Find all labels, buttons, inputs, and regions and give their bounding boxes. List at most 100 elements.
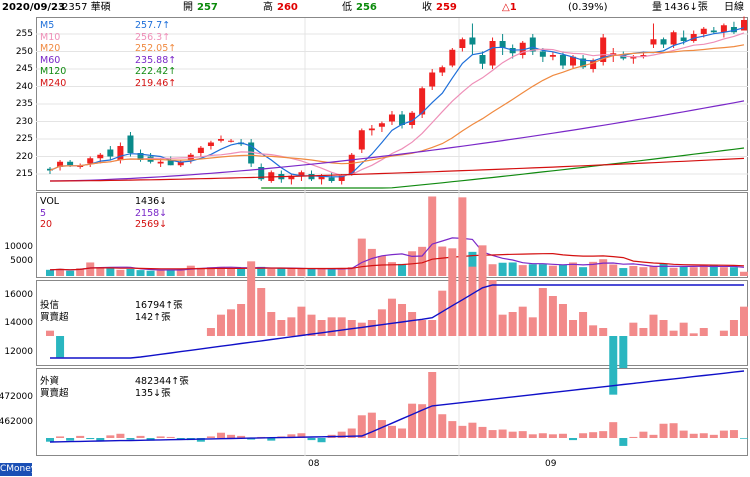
candle-body <box>127 135 134 153</box>
trust-net-bar <box>307 314 316 336</box>
candle-body <box>720 25 727 33</box>
foreign-net-bar <box>478 426 487 438</box>
trust-net-bar <box>508 312 517 336</box>
trust-legend: 投信 16794↑張 買賣超 142↑張 <box>40 300 200 323</box>
candle-body <box>67 161 74 166</box>
foreign-panel <box>36 368 748 456</box>
volume-bar <box>729 267 738 276</box>
foreign-net-bar <box>659 423 668 438</box>
candle-body <box>690 34 697 41</box>
volume-bar <box>629 265 638 276</box>
price-axis: 255 250 245 240 235 230 225 220 215 <box>0 0 36 477</box>
volume-bar <box>428 196 437 276</box>
axis-tick-label: 16000 <box>4 290 33 300</box>
foreign-net-bar <box>337 431 346 438</box>
trust-net-bar <box>740 306 748 336</box>
axis-tick-label: 230 <box>15 116 33 127</box>
candle-body <box>97 154 104 159</box>
volume-bar <box>569 262 578 276</box>
volume-bar <box>649 266 658 276</box>
volume-bar <box>699 265 708 276</box>
axis-tick-label: 245 <box>15 64 33 74</box>
foreign-net-bar <box>428 372 437 438</box>
volume-bar <box>307 268 316 276</box>
volume-bar <box>136 270 145 276</box>
foreign-net-bar <box>569 438 578 441</box>
volume-bar <box>528 264 537 276</box>
low-label: 低 <box>342 2 352 13</box>
trust-net-bar <box>488 280 497 336</box>
foreign-net-bar <box>116 433 125 438</box>
cmoney-logo[interactable]: CMoney <box>0 463 37 476</box>
candle-body <box>137 153 144 160</box>
price-legend: M5 257.7↑ M10 256.3↑ M20 252.05↑ M60 235.88↑ M12… <box>40 20 200 89</box>
candle-body <box>248 142 255 164</box>
legend-value: 16794↑張 <box>135 300 183 311</box>
axis-tick-label: 235 <box>15 99 33 109</box>
trust-net-bar <box>227 309 236 336</box>
foreign-net-bar <box>307 438 316 441</box>
candle-body <box>328 177 335 181</box>
axis-tick-label: 5000 <box>10 256 33 267</box>
candle-body <box>177 161 184 166</box>
legend-name: M5 <box>40 20 55 31</box>
trust-net-bar <box>357 322 366 336</box>
period-button[interactable]: 日線 <box>724 2 744 13</box>
foreign-net-bar <box>347 428 356 438</box>
ma20-line <box>49 44 745 172</box>
volume-bar <box>206 267 215 276</box>
candle-body <box>197 147 204 153</box>
legend-name: M20 <box>40 43 61 54</box>
foreign-net-bar <box>126 438 135 440</box>
volume-bar <box>46 269 54 276</box>
candle-body <box>157 161 164 164</box>
legend-row: M10 256.3↑ <box>40 32 200 44</box>
candle-body <box>710 30 717 33</box>
volume-bar <box>156 270 165 276</box>
candle-body <box>580 58 587 68</box>
trust-net-bar <box>589 325 598 336</box>
ma10-line <box>49 32 745 177</box>
candle-body <box>600 37 607 62</box>
candle-body <box>630 56 637 59</box>
volume-bar <box>277 268 286 276</box>
foreign-net-bar <box>689 433 698 438</box>
axis-tick-label: 220 <box>15 151 33 162</box>
axis-tick-label: 462000 <box>0 417 33 427</box>
foreign-net-bar <box>709 434 718 438</box>
volume-bar <box>669 267 678 276</box>
volume-bar <box>538 264 547 276</box>
candle-body <box>650 39 657 45</box>
foreign-net-bar <box>458 425 467 438</box>
foreign-net-bar <box>669 423 678 438</box>
foreign-net-bar <box>448 421 457 438</box>
trust-net-bar <box>599 328 608 336</box>
foreign-net-bar <box>679 430 688 438</box>
foreign-net-bar <box>528 434 537 438</box>
volume-bar <box>438 246 447 276</box>
legend-name: 5 <box>40 207 47 219</box>
volume-panel <box>36 192 748 278</box>
candle-body <box>358 130 365 150</box>
volume-bar <box>377 255 386 276</box>
foreign-net-bar <box>498 429 507 438</box>
volume-bar <box>398 263 407 276</box>
volume-bar <box>508 262 517 276</box>
candle-body <box>590 60 597 69</box>
legend-value: 135↓張 <box>135 387 171 399</box>
foreign-axis: 472000 462000 <box>0 0 36 477</box>
foreign-net-bar <box>297 433 306 438</box>
legend-value: 222.42↑ <box>135 66 177 77</box>
volume-bar <box>227 268 236 276</box>
volume-bar <box>619 268 628 276</box>
trust-net-bar <box>438 290 447 336</box>
foreign-net-bar <box>377 420 386 438</box>
trust-net-bar <box>367 320 376 336</box>
candle-body <box>399 114 406 125</box>
foreign-net-bar <box>438 414 447 438</box>
foreign-net-bar <box>599 431 608 438</box>
trust-net-bar <box>418 320 427 336</box>
axis-tick-label: 215 <box>15 169 33 179</box>
candle-body <box>529 37 536 52</box>
